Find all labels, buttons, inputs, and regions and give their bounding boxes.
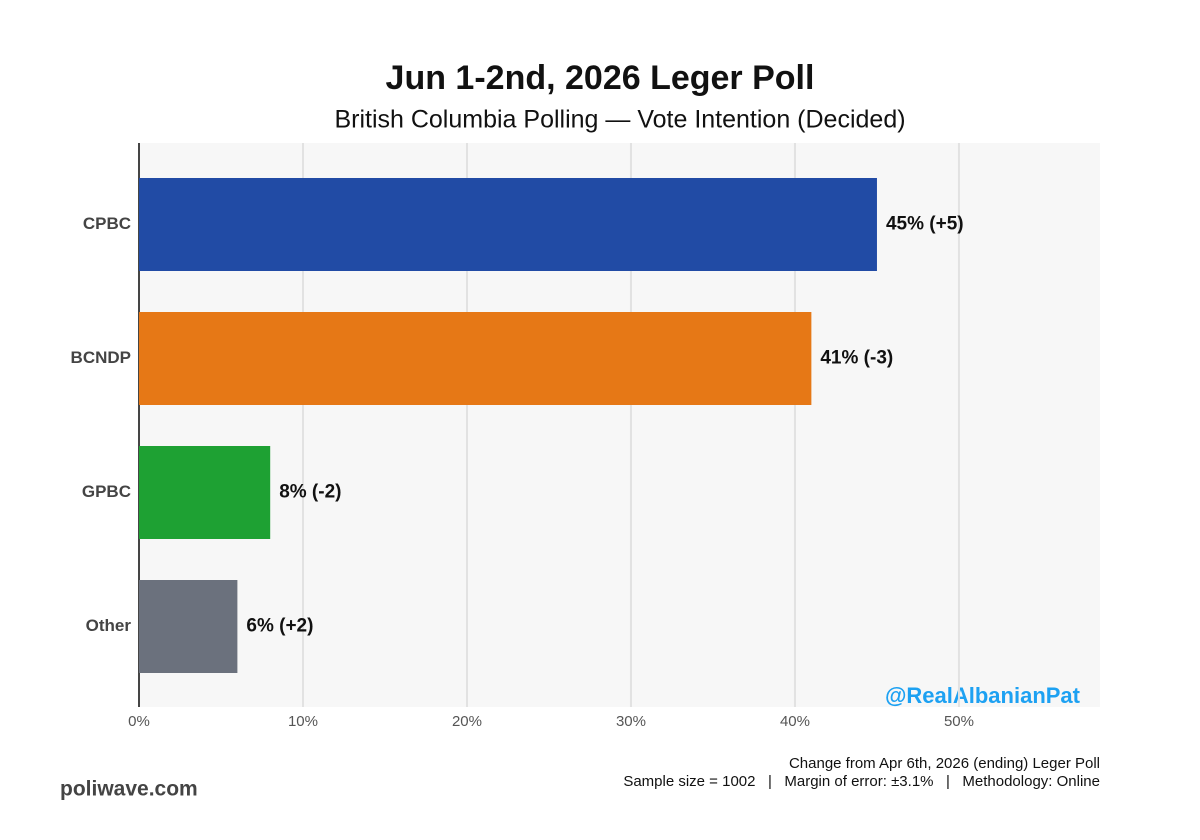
y-tick-label: BCNDP — [71, 348, 131, 367]
y-tick-label: Other — [86, 616, 132, 635]
y-tick-label: CPBC — [83, 214, 131, 233]
y-tick-label: GPBC — [82, 482, 131, 501]
chart-title: Jun 1-2nd, 2026 Leger Poll — [386, 59, 815, 97]
source: poliwave.com — [60, 778, 198, 801]
x-tick-label: 20% — [452, 713, 482, 730]
x-tick-label: 50% — [944, 713, 974, 730]
value-label: 6% (+2) — [246, 616, 313, 637]
x-tick-label: 40% — [780, 713, 810, 730]
bar — [139, 178, 877, 271]
x-tick-label: 0% — [128, 713, 150, 730]
value-label: 8% (-2) — [279, 482, 341, 503]
footnote: Sample size = 1002 | Margin of error: ±3… — [623, 773, 1100, 790]
x-tick-label: 30% — [616, 713, 646, 730]
bar — [139, 580, 238, 673]
bar — [139, 312, 812, 405]
value-label: 45% (+5) — [886, 214, 964, 235]
chart-subtitle: British Columbia Polling — Vote Intentio… — [334, 106, 905, 134]
watermark: @RealAlbanianPat — [885, 683, 1081, 708]
footnote: Change from Apr 6th, 2026 (ending) Leger… — [789, 755, 1100, 772]
x-tick-label: 10% — [288, 713, 318, 730]
bar — [139, 446, 271, 539]
value-label: 41% (-3) — [820, 348, 893, 369]
